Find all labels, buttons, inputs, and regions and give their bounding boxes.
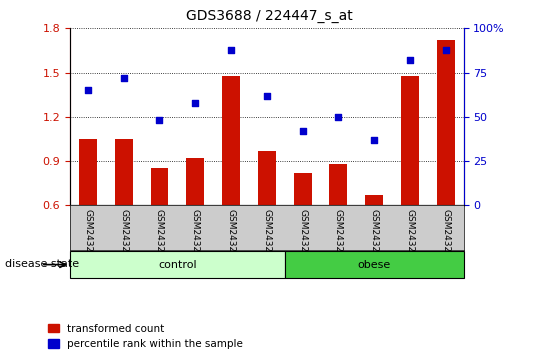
Point xyxy=(441,47,450,52)
Point xyxy=(262,93,271,98)
Bar xyxy=(285,251,464,278)
Text: GDS3688 / 224447_s_at: GDS3688 / 224447_s_at xyxy=(186,9,353,23)
Text: GSM243275: GSM243275 xyxy=(441,209,450,263)
Bar xyxy=(437,40,454,205)
Bar xyxy=(222,75,240,205)
Text: GSM243215: GSM243215 xyxy=(84,209,93,263)
Bar xyxy=(79,139,97,205)
Point xyxy=(298,128,307,134)
Bar xyxy=(150,169,169,205)
Point xyxy=(191,100,199,105)
Text: GSM243220: GSM243220 xyxy=(262,209,271,263)
Text: GSM243217: GSM243217 xyxy=(155,209,164,263)
Text: GSM243228: GSM243228 xyxy=(405,209,414,263)
Bar xyxy=(258,151,276,205)
Text: GSM243226: GSM243226 xyxy=(334,209,343,263)
Point xyxy=(334,114,343,120)
Bar xyxy=(115,139,133,205)
Text: GSM243219: GSM243219 xyxy=(226,209,236,263)
Bar xyxy=(329,164,347,205)
Text: obese: obese xyxy=(357,259,391,270)
Point xyxy=(227,47,236,52)
Bar xyxy=(365,195,383,205)
Point xyxy=(155,118,164,123)
Bar xyxy=(401,75,419,205)
Text: GSM243225: GSM243225 xyxy=(298,209,307,263)
Point xyxy=(370,137,378,143)
Bar xyxy=(186,158,204,205)
Text: GSM243216: GSM243216 xyxy=(119,209,128,263)
Legend: transformed count, percentile rank within the sample: transformed count, percentile rank withi… xyxy=(49,324,243,349)
Bar xyxy=(70,251,285,278)
Text: GSM243227: GSM243227 xyxy=(370,209,378,263)
Point xyxy=(120,75,128,81)
Text: disease state: disease state xyxy=(5,259,80,269)
Text: GSM243218: GSM243218 xyxy=(191,209,200,263)
Bar xyxy=(294,173,312,205)
Point xyxy=(405,57,414,63)
Point xyxy=(84,87,92,93)
Text: control: control xyxy=(158,259,197,270)
